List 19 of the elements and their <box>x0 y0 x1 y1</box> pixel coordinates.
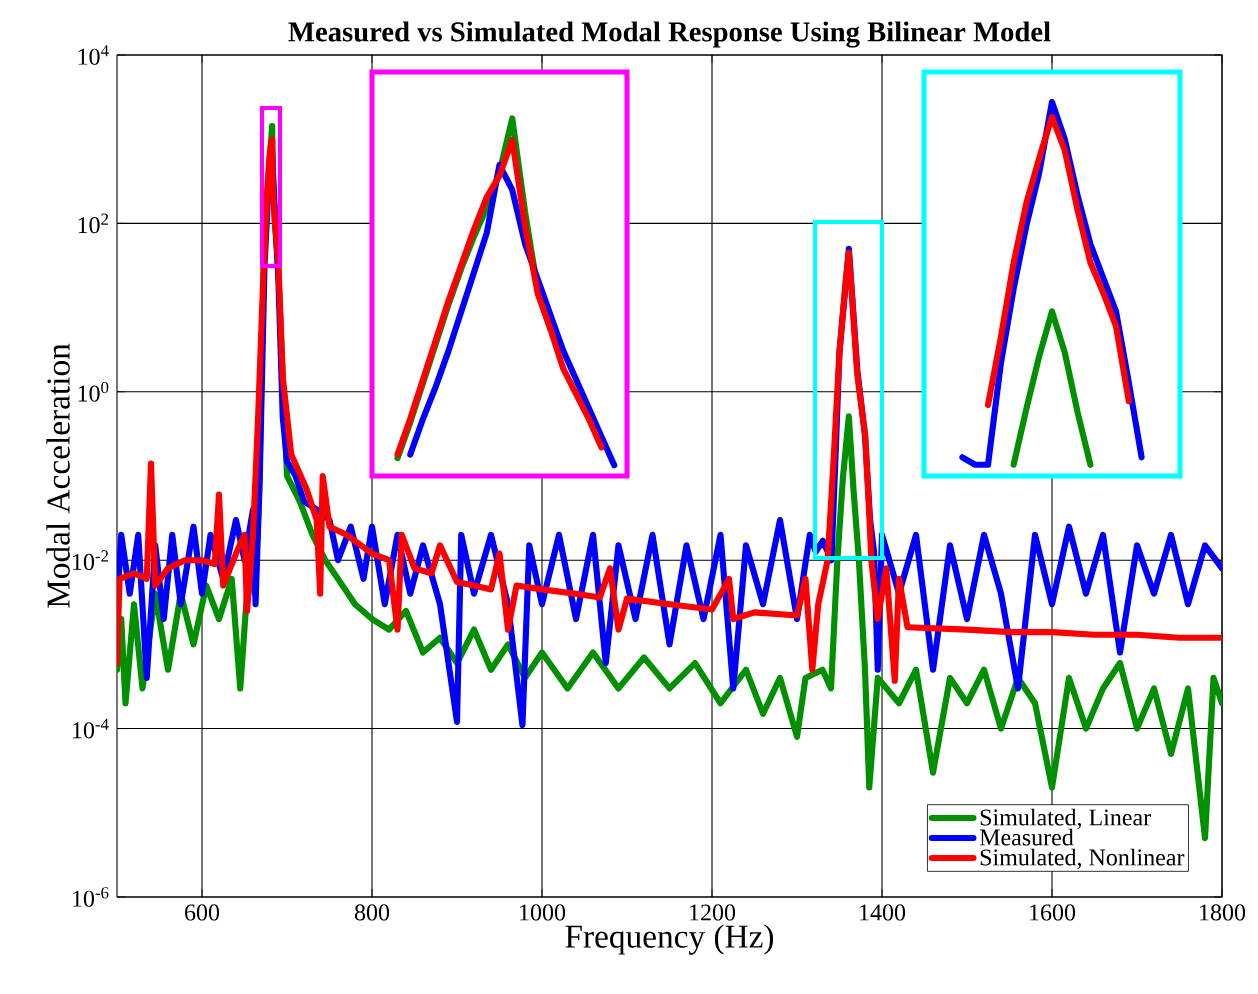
x-tick-label: 600 <box>185 904 220 921</box>
y-tick-label: 10$^{0}$ <box>78 381 109 402</box>
x-tick-label: 1400 <box>860 904 906 921</box>
x-tick-label: 800 <box>354 904 390 921</box>
chart-title: Measured vs Simulated Modal Response Using Bilinear Model <box>288 21 1051 48</box>
legend-label: Simulated, Linear <box>980 808 1151 830</box>
x-tick-label: 1200 <box>690 904 736 921</box>
x-tick-label: 1600 <box>1030 904 1076 921</box>
legend-label: Simulated, Nonlinear <box>980 848 1185 870</box>
x-tick-label: 1000 <box>520 904 566 921</box>
x-tick-label: 1800 <box>1200 904 1246 921</box>
y-axis-title: Modal Acceleration <box>46 343 70 608</box>
y-tick-label: 10$^{-4}$ <box>73 718 109 739</box>
legend-label: Measured <box>979 828 1074 846</box>
x-axis-title: Frequency (Hz) <box>565 924 774 955</box>
y-tick-label: 10$^{-6}$ <box>73 887 109 907</box>
y-tick-label: 10$^{2}$ <box>78 213 109 234</box>
y-tick-label: 10$^{-2}$ <box>73 550 109 571</box>
y-tick-label: 10$^{4}$ <box>78 45 109 65</box>
